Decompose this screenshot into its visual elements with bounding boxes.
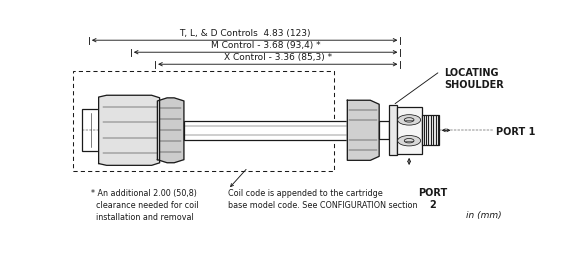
Bar bbox=[397, 107, 422, 154]
Polygon shape bbox=[157, 98, 184, 163]
Bar bbox=[184, 121, 347, 140]
Circle shape bbox=[398, 115, 421, 125]
Bar bbox=[379, 121, 389, 139]
Bar bbox=[389, 105, 397, 155]
Text: in (mm): in (mm) bbox=[466, 211, 502, 220]
Text: X Control - 3.36 (85,3) *: X Control - 3.36 (85,3) * bbox=[224, 53, 332, 62]
Bar bbox=[422, 115, 439, 145]
Text: Coil code is appended to the cartridge
base model code. See CONFIGURATION sectio: Coil code is appended to the cartridge b… bbox=[228, 189, 418, 210]
Bar bbox=[82, 109, 99, 151]
Text: M Control - 3.68 (93,4) *: M Control - 3.68 (93,4) * bbox=[211, 41, 320, 50]
Circle shape bbox=[398, 135, 421, 146]
Text: * An additional 2.00 (50,8)
  clearance needed for coil
  installation and remov: * An additional 2.00 (50,8) clearance ne… bbox=[91, 189, 199, 222]
Text: LOCATING
SHOULDER: LOCATING SHOULDER bbox=[445, 68, 504, 90]
Polygon shape bbox=[347, 100, 379, 160]
Text: PORT
2: PORT 2 bbox=[418, 188, 447, 210]
Bar bbox=[74, 71, 334, 171]
Text: PORT 1: PORT 1 bbox=[496, 127, 536, 137]
Polygon shape bbox=[99, 95, 160, 165]
Text: T, L, & D Controls  4.83 (123): T, L, & D Controls 4.83 (123) bbox=[178, 29, 310, 38]
